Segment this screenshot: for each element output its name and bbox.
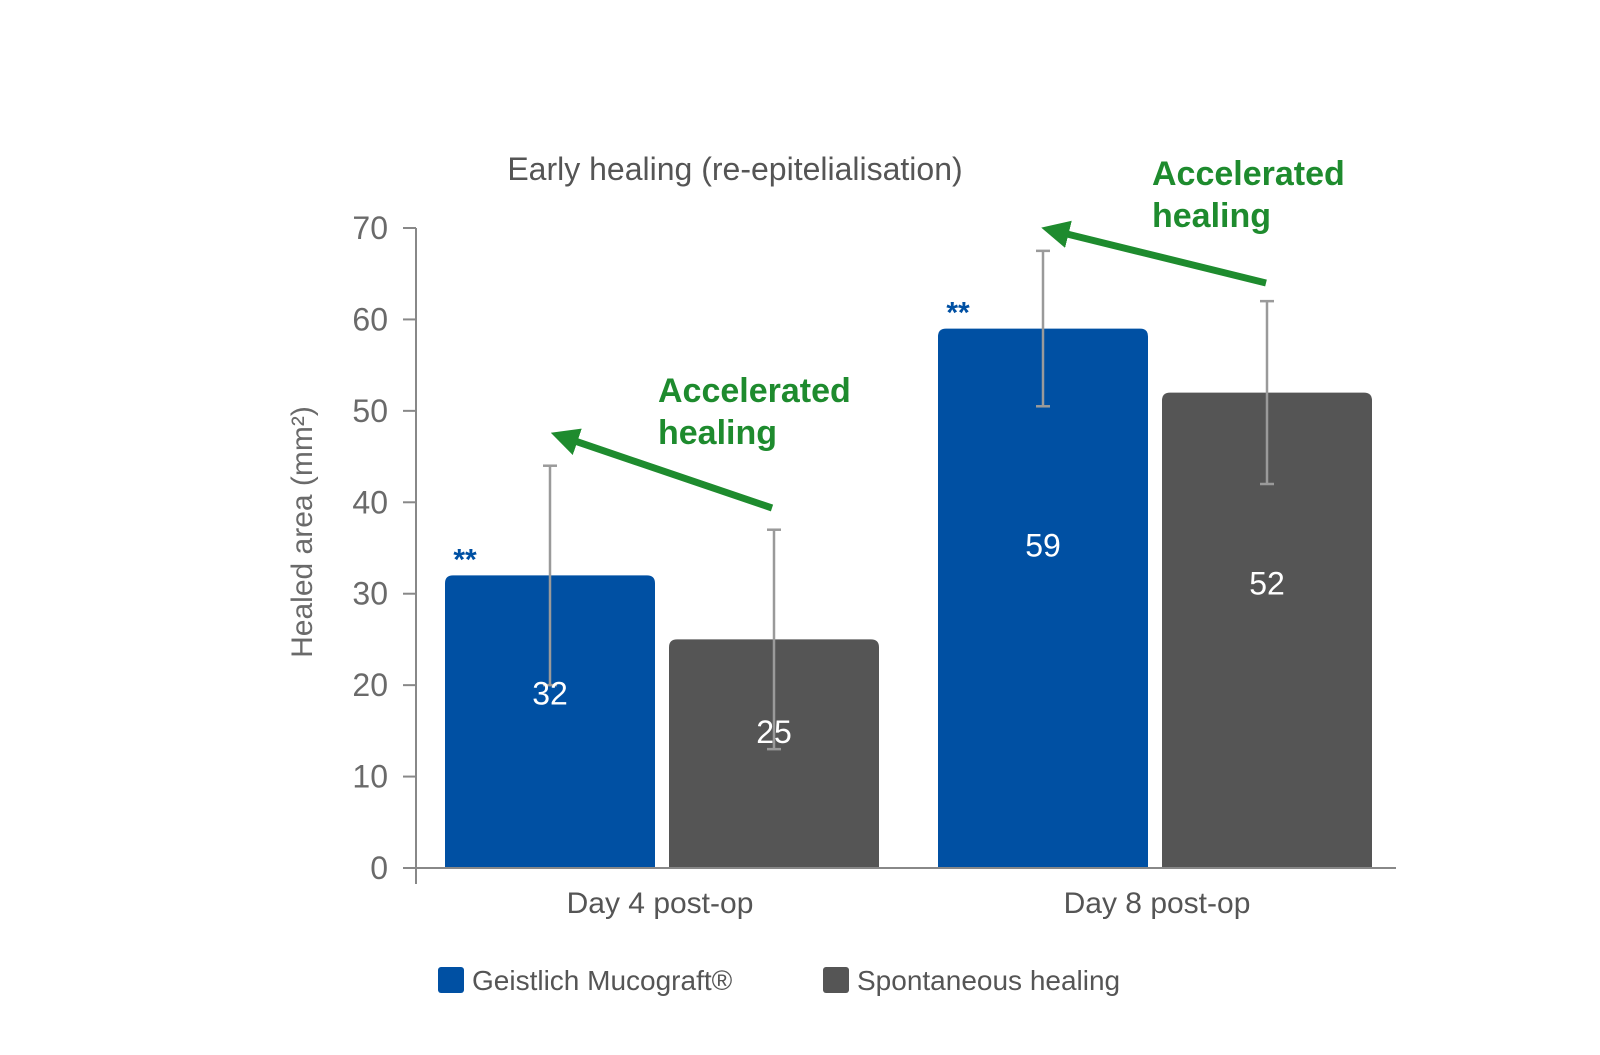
significance-marker: ** [946,297,970,330]
x-tick-label-day4: Day 4 post-op [567,887,754,920]
annotation-text-line1: Accelerated [1152,155,1345,193]
annotations: Accelerated healing Accelerated healing [550,155,1345,512]
legend: Geistlich Mucograft® Spontaneous healing [438,965,1120,996]
y-axis-label: Healed area (mm²) [286,406,319,658]
error-bars [543,249,1274,751]
bar-mucograft-day4 [445,575,655,868]
legend-label-spontaneous: Spontaneous healing [857,965,1120,996]
y-axis-ticks: 0 10 20 30 40 50 60 70 [352,210,416,886]
bars [445,328,1372,869]
chart-title: Early healing (re-epitelialisation) [507,151,962,187]
annotation-text-line1: Accelerated [658,372,851,410]
legend-swatch-spontaneous [823,967,849,993]
bar-value-label: 52 [1249,566,1285,602]
annotation-text-line2: healing [658,414,777,452]
y-tick-label: 70 [352,210,388,246]
legend-label-mucograft: Geistlich Mucograft® [472,965,733,996]
bar-value-labels: 32 ** 59 ** 25 52 [453,297,1284,750]
legend-swatch-mucograft [438,967,464,993]
y-tick-label: 10 [352,759,388,795]
bar-value-label: 59 [1025,527,1061,563]
y-tick-label: 0 [370,850,388,886]
significance-marker: ** [453,543,477,576]
accelerated-healing-arrow [1041,220,1267,287]
y-tick-label: 20 [352,667,388,703]
bar-mucograft-day8 [938,328,1148,869]
y-tick-label: 40 [352,484,388,520]
bar-value-label: 25 [756,714,792,750]
y-tick-label: 30 [352,576,388,612]
bar-spontaneous-day8 [1162,392,1372,868]
accelerated-healing-arrow [550,428,774,512]
y-tick-label: 50 [352,393,388,429]
x-tick-label-day8: Day 8 post-op [1064,887,1251,920]
annotation-text-line2: healing [1152,197,1271,235]
y-tick-label: 60 [352,301,388,337]
bar-value-label: 32 [532,675,568,711]
bar-spontaneous-day4 [669,639,879,868]
